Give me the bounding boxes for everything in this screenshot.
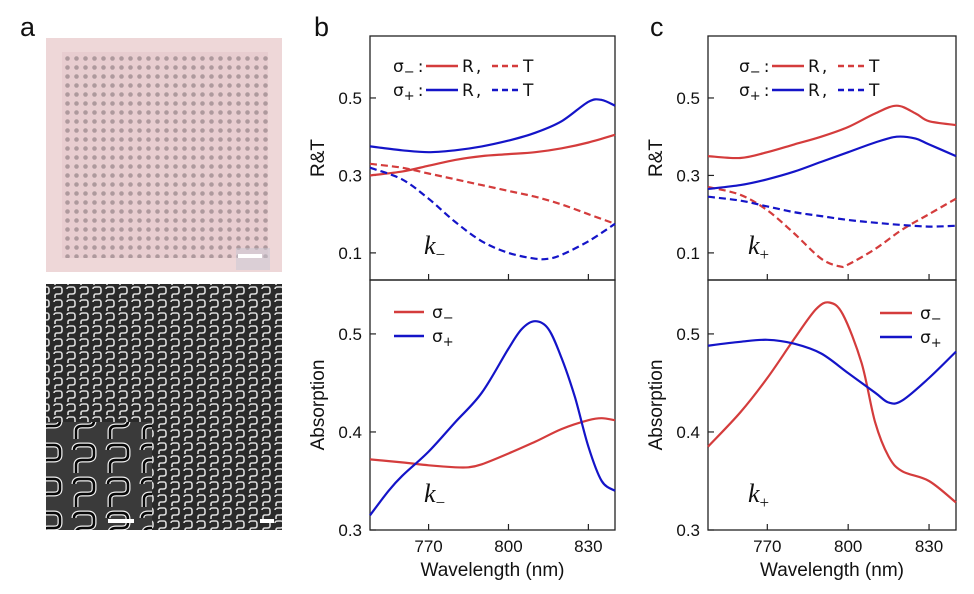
y-tick-label: 0.4 <box>676 423 700 442</box>
svg-text:σ+:: σ+: <box>393 81 423 104</box>
series-line-b_top-3 <box>369 166 616 261</box>
series-line-b_bottom-0 <box>369 417 616 469</box>
svg-text:σ+: σ+ <box>432 327 454 350</box>
series-line-b_top-2 <box>369 98 616 154</box>
x-tick-label: 800 <box>834 537 862 556</box>
legend-b-top: σ−: R, T σ+: R, T <box>393 57 534 104</box>
series-line-b_top-0 <box>369 133 616 177</box>
y-axis-label: Absorption <box>646 360 667 451</box>
svg-text:σ−:: σ−: <box>393 57 423 80</box>
panel-label-a: a <box>20 12 36 42</box>
svg-text:R,: R, <box>808 57 827 77</box>
series-line-c_bottom-1 <box>707 338 957 405</box>
y-tick-label: 0.3 <box>338 521 362 540</box>
y-tick-label: 0.5 <box>338 89 362 108</box>
series-line-c_top-0 <box>707 104 957 160</box>
series-line-c_top-1 <box>707 185 957 269</box>
k-annotation: k− <box>424 231 445 264</box>
y-tick-label: 0.3 <box>338 166 362 185</box>
svg-text:σ+: σ+ <box>920 328 942 351</box>
series-line-c_top-3 <box>707 195 957 228</box>
svg-text:T: T <box>868 81 880 101</box>
sem-image <box>46 284 282 530</box>
k-annotation: k− <box>424 479 445 512</box>
legend-c-top: σ−: R, T σ+: R, T <box>739 57 880 104</box>
inset-scale-bar <box>108 519 134 523</box>
x-tick-label: 830 <box>915 537 943 556</box>
plot-frame-c-bottom <box>707 279 957 531</box>
svg-text:σ−:: σ−: <box>739 57 769 80</box>
y-tick-label: 0.3 <box>676 166 700 185</box>
series-line-b_top-1 <box>369 162 616 225</box>
y-tick-label: 0.4 <box>338 423 362 442</box>
k-annotation: k+ <box>748 231 769 264</box>
y-tick-label: 0.1 <box>338 244 362 263</box>
svg-text:σ+:: σ+: <box>739 81 769 104</box>
scale-bar <box>260 519 274 523</box>
y-axis-label: Absorption <box>308 360 329 451</box>
svg-text:T: T <box>522 57 534 77</box>
x-axis-label: Wavelength (nm) <box>760 560 904 581</box>
y-tick-label: 0.5 <box>676 89 700 108</box>
y-tick-label: 0.3 <box>676 521 700 540</box>
y-axis-label: R&T <box>308 139 329 177</box>
plot-frame-b-bottom <box>369 279 616 531</box>
y-tick-label: 0.1 <box>676 244 700 263</box>
scale-bar <box>238 254 262 258</box>
y-axis-label: R&T <box>646 139 667 177</box>
series-line-c_top-2 <box>707 135 957 191</box>
svg-text:σ−: σ− <box>432 303 454 326</box>
series-line-b_bottom-1 <box>369 320 616 516</box>
legend-b-bottom: σ− σ+ <box>394 303 454 350</box>
optical-micrograph <box>46 38 282 272</box>
x-axis-label: Wavelength (nm) <box>421 560 565 581</box>
y-tick-label: 0.5 <box>338 325 362 344</box>
panel-label-c: c <box>650 12 664 42</box>
svg-text:R,: R, <box>462 81 481 101</box>
sem-inset <box>46 422 152 530</box>
svg-text:T: T <box>522 81 534 101</box>
x-tick-label: 830 <box>574 537 602 556</box>
legend-c-bottom: σ− σ+ <box>880 304 942 351</box>
y-tick-label: 0.5 <box>676 325 700 344</box>
x-tick-label: 770 <box>414 537 442 556</box>
series-line-c_bottom-0 <box>707 301 957 504</box>
svg-text:σ−: σ− <box>920 304 942 327</box>
panel-label-b: b <box>314 12 329 42</box>
svg-text:R,: R, <box>462 57 481 77</box>
k-annotation: k+ <box>748 479 769 512</box>
svg-text:R,: R, <box>808 81 827 101</box>
svg-text:T: T <box>868 57 880 77</box>
x-tick-label: 800 <box>494 537 522 556</box>
x-tick-label: 770 <box>753 537 781 556</box>
